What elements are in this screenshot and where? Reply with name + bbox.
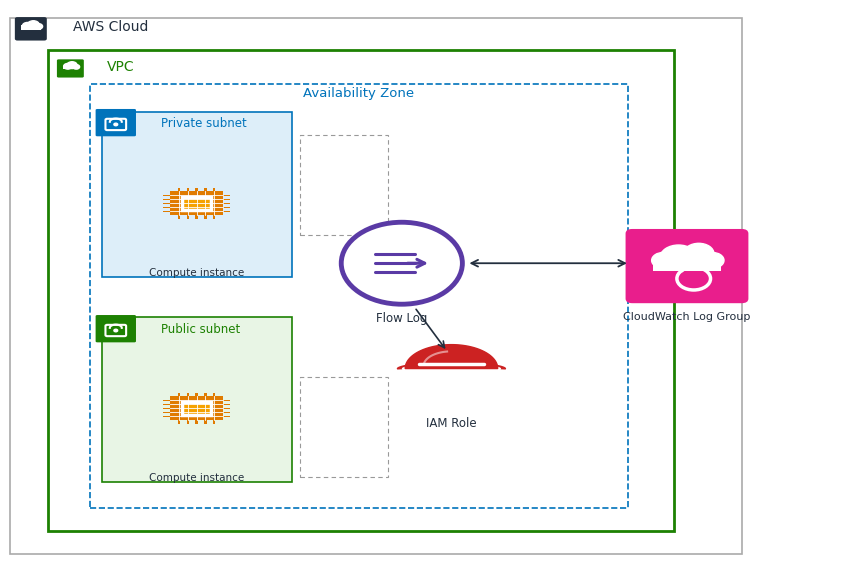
Text: Availability Zone: Availability Zone (303, 87, 414, 100)
Text: Private subnet: Private subnet (161, 117, 247, 130)
Bar (213, 393, 215, 396)
FancyBboxPatch shape (181, 402, 211, 415)
Text: Public subnet: Public subnet (161, 323, 241, 336)
Circle shape (73, 65, 79, 69)
Bar (223, 416, 230, 417)
Text: Compute instance: Compute instance (149, 474, 244, 483)
Bar (187, 393, 189, 396)
Bar (195, 188, 197, 192)
Bar (163, 400, 170, 401)
Bar (163, 211, 170, 212)
Polygon shape (405, 345, 498, 368)
Bar (47, 50, 674, 531)
FancyBboxPatch shape (95, 109, 136, 136)
Bar (195, 216, 197, 219)
FancyBboxPatch shape (95, 315, 136, 343)
FancyBboxPatch shape (106, 119, 126, 130)
Circle shape (701, 252, 724, 268)
Bar (10, 18, 742, 554)
Bar (204, 420, 207, 424)
Bar (163, 416, 170, 417)
Polygon shape (397, 362, 506, 370)
Bar (21, 25, 41, 30)
Circle shape (63, 63, 72, 69)
Bar (204, 216, 207, 219)
Bar (163, 203, 170, 204)
Bar (102, 112, 292, 277)
Bar (204, 188, 207, 192)
Bar (195, 420, 197, 424)
Circle shape (652, 252, 675, 268)
FancyBboxPatch shape (625, 229, 749, 303)
Bar (223, 412, 230, 413)
Bar (163, 404, 170, 405)
Bar (62, 66, 78, 69)
Circle shape (684, 243, 714, 264)
Circle shape (114, 329, 117, 332)
FancyBboxPatch shape (170, 192, 223, 216)
Bar (187, 420, 189, 424)
Bar (102, 317, 292, 482)
Bar (223, 408, 230, 409)
Bar (213, 188, 215, 192)
Bar (187, 216, 189, 219)
Bar (300, 135, 388, 235)
Bar (223, 207, 230, 208)
Circle shape (114, 123, 117, 126)
Bar (178, 420, 181, 424)
Bar (223, 404, 230, 405)
Bar (223, 203, 230, 204)
Bar (89, 84, 628, 508)
Text: VPC: VPC (106, 60, 134, 74)
Text: CloudWatch Log Group: CloudWatch Log Group (624, 312, 750, 321)
Bar (213, 420, 215, 424)
Text: IAM Role: IAM Role (426, 417, 477, 430)
Bar (223, 211, 230, 212)
Circle shape (341, 223, 463, 304)
Bar (187, 188, 189, 192)
Bar (178, 216, 181, 219)
Text: AWS Cloud: AWS Cloud (73, 20, 149, 34)
FancyBboxPatch shape (15, 17, 46, 41)
Circle shape (23, 22, 33, 29)
Bar (163, 207, 170, 208)
Bar (163, 412, 170, 413)
FancyBboxPatch shape (106, 325, 126, 336)
FancyBboxPatch shape (181, 197, 211, 210)
Bar (178, 393, 181, 396)
Bar (213, 216, 215, 219)
Bar (178, 188, 181, 192)
Text: Compute instance: Compute instance (149, 268, 244, 279)
Text: Flow Log: Flow Log (376, 312, 428, 325)
Bar (163, 199, 170, 200)
Bar (204, 393, 207, 396)
FancyBboxPatch shape (57, 59, 84, 78)
Circle shape (660, 245, 697, 270)
Bar (163, 195, 170, 196)
Bar (195, 393, 197, 396)
Bar (300, 377, 388, 476)
Circle shape (67, 62, 77, 69)
Bar (653, 259, 721, 271)
Bar (223, 199, 230, 200)
Bar (223, 195, 230, 196)
FancyBboxPatch shape (170, 396, 223, 420)
Bar (163, 408, 170, 409)
Circle shape (35, 23, 42, 29)
Circle shape (28, 21, 39, 29)
Bar (223, 400, 230, 401)
